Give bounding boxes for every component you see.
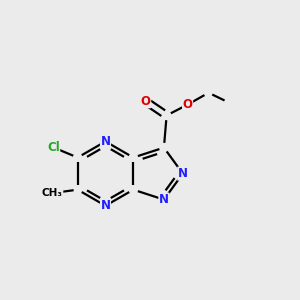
Text: N: N [100, 199, 110, 212]
Text: N: N [178, 167, 188, 180]
Text: Cl: Cl [47, 141, 60, 154]
Text: O: O [141, 95, 151, 108]
Text: O: O [183, 98, 193, 111]
Text: N: N [100, 135, 110, 148]
Text: CH₃: CH₃ [42, 188, 63, 198]
Text: N: N [159, 193, 169, 206]
